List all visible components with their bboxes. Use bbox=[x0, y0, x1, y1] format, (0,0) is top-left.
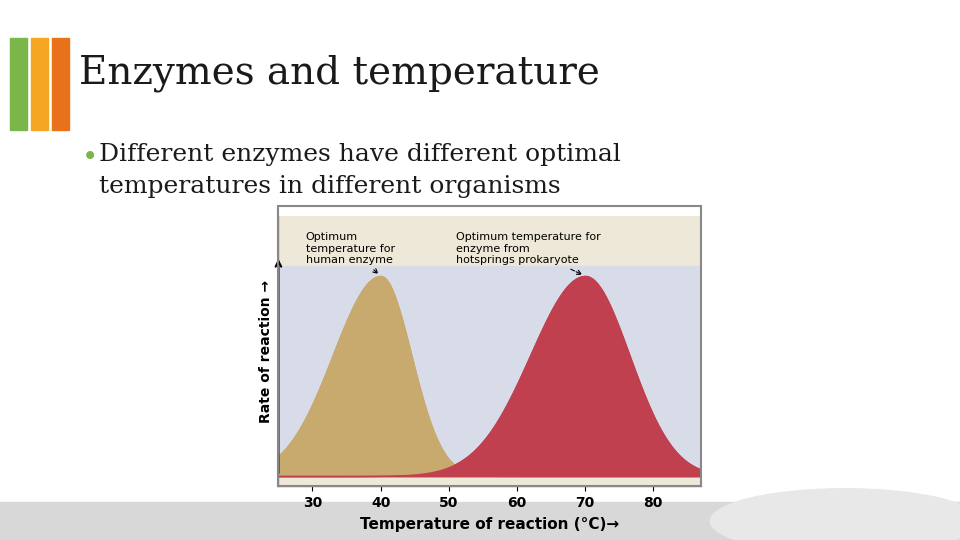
Text: •: • bbox=[82, 143, 98, 171]
Bar bbox=[52, 38, 69, 130]
Text: Optimum
temperature for
human enzyme: Optimum temperature for human enzyme bbox=[305, 232, 395, 273]
X-axis label: Temperature of reaction (°C)→: Temperature of reaction (°C)→ bbox=[360, 517, 619, 532]
Bar bbox=[31, 38, 48, 130]
Y-axis label: Rate of reaction →: Rate of reaction → bbox=[259, 279, 273, 423]
Text: Enzymes and temperature: Enzymes and temperature bbox=[79, 54, 600, 91]
Text: Optimum temperature for
enzyme from
hotsprings prokaryote: Optimum temperature for enzyme from hots… bbox=[456, 232, 600, 274]
Bar bbox=[10, 38, 27, 130]
Ellipse shape bbox=[710, 489, 960, 540]
Bar bbox=[0, 502, 960, 540]
Bar bbox=[278, 266, 701, 476]
Text: Different enzymes have different optimal
temperatures in different organisms: Different enzymes have different optimal… bbox=[99, 143, 621, 198]
